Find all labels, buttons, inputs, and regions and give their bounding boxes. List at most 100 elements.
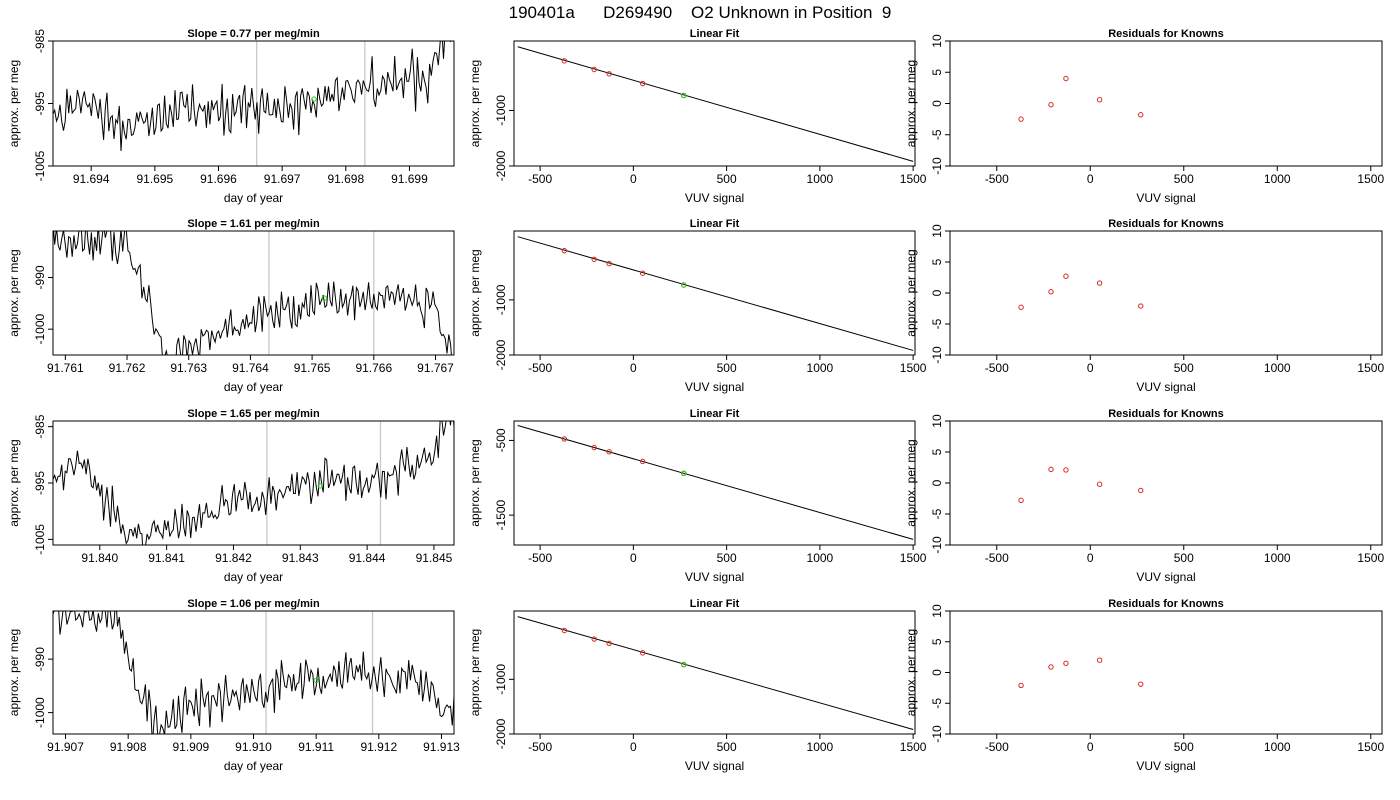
residual-point bbox=[1048, 102, 1054, 108]
plot-frame bbox=[513, 420, 916, 546]
known-point bbox=[561, 247, 568, 254]
known-point bbox=[591, 444, 597, 451]
panel-title: Linear Fit bbox=[690, 408, 740, 420]
x-tick-label: 91.699 bbox=[391, 172, 428, 186]
x-axis-label: VUV signal bbox=[1136, 570, 1195, 584]
y-tick-label: -1000 bbox=[33, 697, 47, 728]
plot-frame bbox=[52, 610, 455, 735]
residual-point bbox=[1096, 97, 1103, 103]
residual-point bbox=[1096, 280, 1103, 286]
panel-trace-row1: Slope = 0.77 per meg/min 91.694 91.695 91.6… bbox=[7, 28, 455, 205]
plot-area bbox=[517, 46, 914, 162]
y-axis-label: approx. per meg bbox=[904, 629, 918, 716]
y-tick-label: -985 bbox=[33, 414, 47, 438]
plot-frame bbox=[949, 610, 1383, 735]
residual-point bbox=[1018, 682, 1024, 689]
plot-area bbox=[53, 421, 454, 545]
residual-point bbox=[1138, 681, 1144, 687]
x-axis-label: VUV signal bbox=[685, 380, 744, 394]
trace-line bbox=[53, 231, 452, 355]
x-tick-label: 500 bbox=[717, 172, 737, 186]
fit-line bbox=[517, 46, 914, 162]
y-tick-label: -1005 bbox=[33, 150, 47, 181]
y-axis-label: approx. per meg bbox=[468, 439, 482, 526]
panel-title: Linear Fit bbox=[690, 598, 740, 610]
y-tick-label: -2000 bbox=[494, 150, 508, 181]
known-point bbox=[606, 640, 612, 647]
plot-area bbox=[1018, 466, 1144, 504]
y-axis-label: approx. per meg bbox=[7, 439, 21, 526]
y-tick-label: -990 bbox=[33, 265, 47, 289]
x-tick-label: -500 bbox=[985, 361, 1009, 375]
known-point bbox=[639, 458, 646, 465]
x-axis-label: day of year bbox=[224, 759, 283, 773]
y-tick-label: -5 bbox=[930, 318, 944, 329]
x-tick-label: -500 bbox=[528, 361, 552, 375]
panel-fit-row1: Linear Fit -500 0 500 1000 1500 -2000 -1000 VUV … bbox=[468, 28, 927, 205]
y-tick-label: -1005 bbox=[33, 524, 47, 555]
y-tick-label: -5 bbox=[930, 129, 944, 140]
y-tick-label: -985 bbox=[33, 29, 47, 53]
y-axis-label: approx. per meg bbox=[904, 60, 918, 147]
residual-point bbox=[1048, 466, 1054, 473]
panel-title: Residuals for Knowns bbox=[1108, 28, 1224, 40]
plot-frame bbox=[513, 230, 916, 356]
plot-frame bbox=[52, 230, 455, 356]
x-tick-label: 0 bbox=[1087, 740, 1094, 754]
trace-line bbox=[53, 41, 452, 152]
x-tick-label: 91.909 bbox=[172, 740, 209, 754]
x-tick-label: 0 bbox=[630, 551, 637, 565]
x-tick-label: 91.911 bbox=[298, 740, 334, 754]
x-tick-label: 1500 bbox=[1357, 551, 1384, 565]
x-tick-label: 0 bbox=[630, 740, 637, 754]
y-tick-label: -2000 bbox=[494, 339, 508, 370]
x-tick-label: 1000 bbox=[807, 361, 834, 375]
y-tick-label: -995 bbox=[33, 91, 47, 115]
unknown-point bbox=[681, 282, 687, 288]
panel-fit-row3: Linear Fit -500 0 500 1000 1500 -1500 -500 VUV s… bbox=[468, 408, 927, 584]
plot-area bbox=[517, 236, 914, 351]
x-tick-label: 91.695 bbox=[136, 172, 173, 186]
plot-frame bbox=[949, 230, 1383, 356]
x-tick-label: 91.694 bbox=[73, 172, 110, 186]
y-tick-label: 10 bbox=[930, 34, 944, 48]
y-tick-label: -1500 bbox=[494, 499, 508, 530]
panel-title: Slope = 1.65 per meg/min bbox=[187, 408, 320, 420]
panel-title: Residuals for Knowns bbox=[1108, 598, 1224, 610]
known-point bbox=[591, 636, 597, 642]
y-tick-label: 0 bbox=[930, 289, 944, 296]
y-axis-label: approx. per meg bbox=[904, 439, 918, 526]
plot-area bbox=[1018, 657, 1144, 689]
x-axis-label: VUV signal bbox=[1136, 191, 1195, 205]
x-tick-label: 91.844 bbox=[349, 551, 386, 565]
x-tick-label: 1000 bbox=[1264, 551, 1291, 565]
x-tick-label: 91.907 bbox=[47, 740, 84, 754]
panel-title: Residuals for Knowns bbox=[1108, 218, 1224, 230]
x-tick-label: 1500 bbox=[900, 740, 927, 754]
panel-title: Slope = 1.61 per meg/min bbox=[187, 218, 320, 230]
x-tick-label: 500 bbox=[717, 551, 737, 565]
x-tick-label: 91.697 bbox=[264, 172, 301, 186]
x-axis-label: VUV signal bbox=[1136, 759, 1195, 773]
fit-line bbox=[517, 236, 914, 351]
unknown-point bbox=[311, 96, 317, 102]
x-tick-label: 91.767 bbox=[417, 361, 454, 375]
plot-frame bbox=[513, 610, 916, 735]
plot-frame bbox=[949, 40, 1383, 167]
unknown-point bbox=[313, 677, 319, 684]
y-axis-label: approx. per meg bbox=[904, 249, 918, 336]
x-tick-label: 91.910 bbox=[235, 740, 272, 754]
y-tick-label: -10 bbox=[930, 157, 944, 175]
known-point bbox=[591, 256, 597, 262]
residual-point bbox=[1138, 303, 1144, 309]
x-tick-label: 1500 bbox=[1357, 740, 1384, 754]
plot-frame bbox=[949, 420, 1383, 546]
x-tick-label: 1000 bbox=[807, 551, 834, 565]
y-tick-label: 0 bbox=[930, 669, 944, 676]
x-tick-label: 1000 bbox=[1264, 172, 1291, 186]
x-axis-label: day of year bbox=[224, 570, 283, 584]
x-tick-label: 91.763 bbox=[170, 361, 207, 375]
x-tick-label: 500 bbox=[1174, 740, 1194, 754]
panel-resid-row2: Residuals for Knowns -500 0 500 1000 1500 -10 -… bbox=[904, 218, 1384, 394]
y-axis-label: approx. per meg bbox=[468, 629, 482, 716]
